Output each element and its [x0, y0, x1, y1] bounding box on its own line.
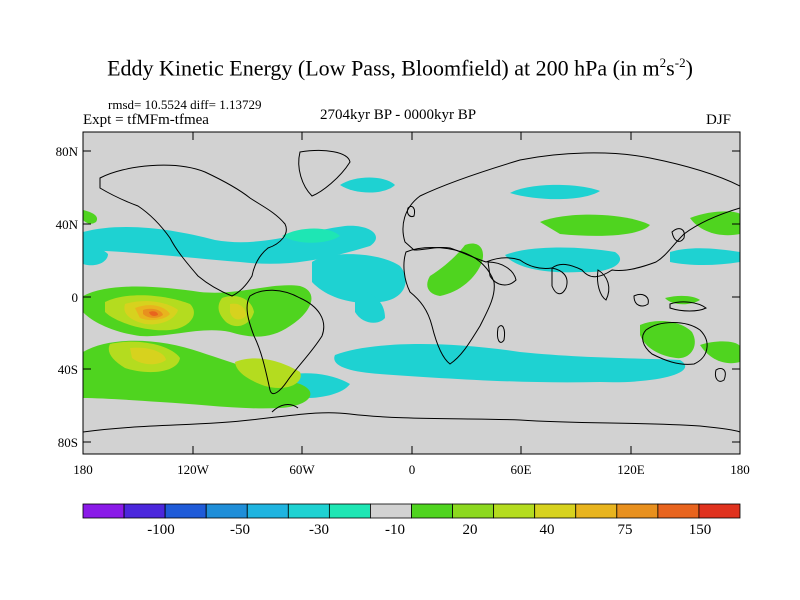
colorbar-swatch: [698, 503, 741, 519]
colorbar-swatch: [370, 503, 412, 519]
coast-australia: [642, 322, 708, 365]
anomaly-negative-north-teal: [282, 228, 340, 243]
colorbar-swatch: [452, 503, 495, 519]
experiment-label: Expt = tfMFm-tfmea: [83, 112, 209, 128]
anomaly-positive-south-pacific-core: [130, 347, 166, 365]
coast-indochina: [597, 269, 610, 301]
lon-tick-0: 0: [409, 462, 416, 477]
lon-tick-180w: 180: [73, 462, 93, 477]
colorbar-swatch: [287, 503, 330, 519]
anomaly-positive-australia-east: [700, 341, 740, 364]
anomaly-negative-north-eurasia: [510, 184, 600, 200]
colorbar-swatch: [575, 503, 618, 519]
anomaly-fields: [83, 177, 740, 409]
anomaly-positive-north-asia: [540, 214, 650, 236]
lat-tick-40n: 40N: [56, 217, 79, 232]
colorbar-swatch: [328, 503, 371, 519]
colorbar-swatch: [534, 503, 577, 519]
lat-tick-0: 0: [72, 290, 79, 305]
coast-greenland: [298, 149, 351, 197]
coast-uk: [407, 205, 415, 217]
coast-borneo: [633, 293, 649, 307]
lon-tick-120e: 120E: [617, 462, 645, 477]
chart-title: Eddy Kinetic Energy (Low Pass, Bloomfiel…: [107, 55, 693, 81]
anomaly-negative-siberia: [340, 177, 395, 193]
colorbar-swatch: [246, 503, 289, 519]
colorbar-swatch: [411, 503, 453, 519]
colorbar-labels: -100 -50 -30 -10 20 40 75 150: [147, 522, 711, 538]
anomaly-positive-australia: [640, 320, 695, 359]
anomaly-negative-southern-ocean: [334, 344, 686, 383]
colorbar-swatch: [657, 503, 700, 519]
colorbar-label-20: 20: [463, 522, 478, 538]
anomaly-positive-north-pacific-east: [690, 211, 740, 236]
colorbar-swatch: [616, 503, 659, 519]
colorbar-label-75: 75: [618, 522, 633, 538]
anomaly-positive-peru-core: [230, 303, 246, 320]
axis-ticks: [82, 132, 741, 454]
lat-tick-40s: 40S: [58, 362, 78, 377]
anomaly-negative-west-pacific: [670, 248, 740, 265]
colorbar-label-m30: -30: [309, 522, 329, 538]
coast-north-america: [99, 164, 287, 297]
anomaly-negative-central-asia: [505, 247, 621, 273]
anomaly-positive-sw-atlantic: [235, 358, 301, 389]
coast-arabia: [487, 261, 517, 286]
coast-new-guinea: [669, 301, 707, 312]
season-label: DJF: [706, 112, 732, 128]
colorbar-swatch: [493, 503, 536, 519]
lat-tick-80n: 80N: [56, 144, 79, 159]
lon-tick-60w: 60W: [289, 462, 315, 477]
coast-antarctic-peninsula: [271, 404, 299, 413]
anomaly-positive-east-pacific-core3: [149, 311, 158, 316]
period-label: 2704kyr BP - 0000kyr BP: [320, 107, 477, 123]
lon-tick-labels: 180 120W 60W 0 60E 120E 180: [73, 462, 750, 477]
coast-india: [551, 267, 568, 295]
coast-africa: [403, 247, 495, 365]
colorbar-label-m50: -50: [230, 522, 250, 538]
anomaly-negative-atlantic-sub: [312, 254, 406, 303]
colorbar-swatch: [82, 503, 125, 519]
coast-japan: [671, 228, 685, 242]
coastlines: [83, 149, 740, 433]
coast-antarctica: [83, 412, 740, 433]
colorbar-swatch: [164, 503, 207, 519]
colorbar-label-40: 40: [540, 522, 555, 538]
anomaly-negative-atlantic-south: [355, 290, 385, 323]
lat-tick-80s: 80S: [58, 435, 78, 450]
coast-madagascar: [497, 325, 505, 343]
anomaly-positive-north-pacific-west: [83, 210, 98, 224]
colorbar-swatch: [205, 503, 248, 519]
coast-new-zealand: [715, 367, 726, 382]
anomaly-negative-north-pacific: [83, 247, 108, 266]
stats-text: rmsd= 10.5524 diff= 1.13729: [108, 97, 262, 112]
colorbar-label-150: 150: [689, 522, 712, 538]
colorbar: [82, 503, 741, 519]
anomaly-positive-africa: [427, 243, 484, 296]
coast-eurasia: [402, 152, 740, 278]
lon-tick-60e: 60E: [511, 462, 532, 477]
lon-tick-180e: 180: [730, 462, 750, 477]
lat-tick-labels: 80N 40N 0 40S 80S: [56, 144, 79, 450]
lon-tick-120w: 120W: [177, 462, 210, 477]
coast-south-america: [246, 289, 325, 395]
colorbar-swatch: [123, 503, 166, 519]
colorbar-label-m10: -10: [385, 522, 405, 538]
colorbar-label-m100: -100: [147, 522, 175, 538]
